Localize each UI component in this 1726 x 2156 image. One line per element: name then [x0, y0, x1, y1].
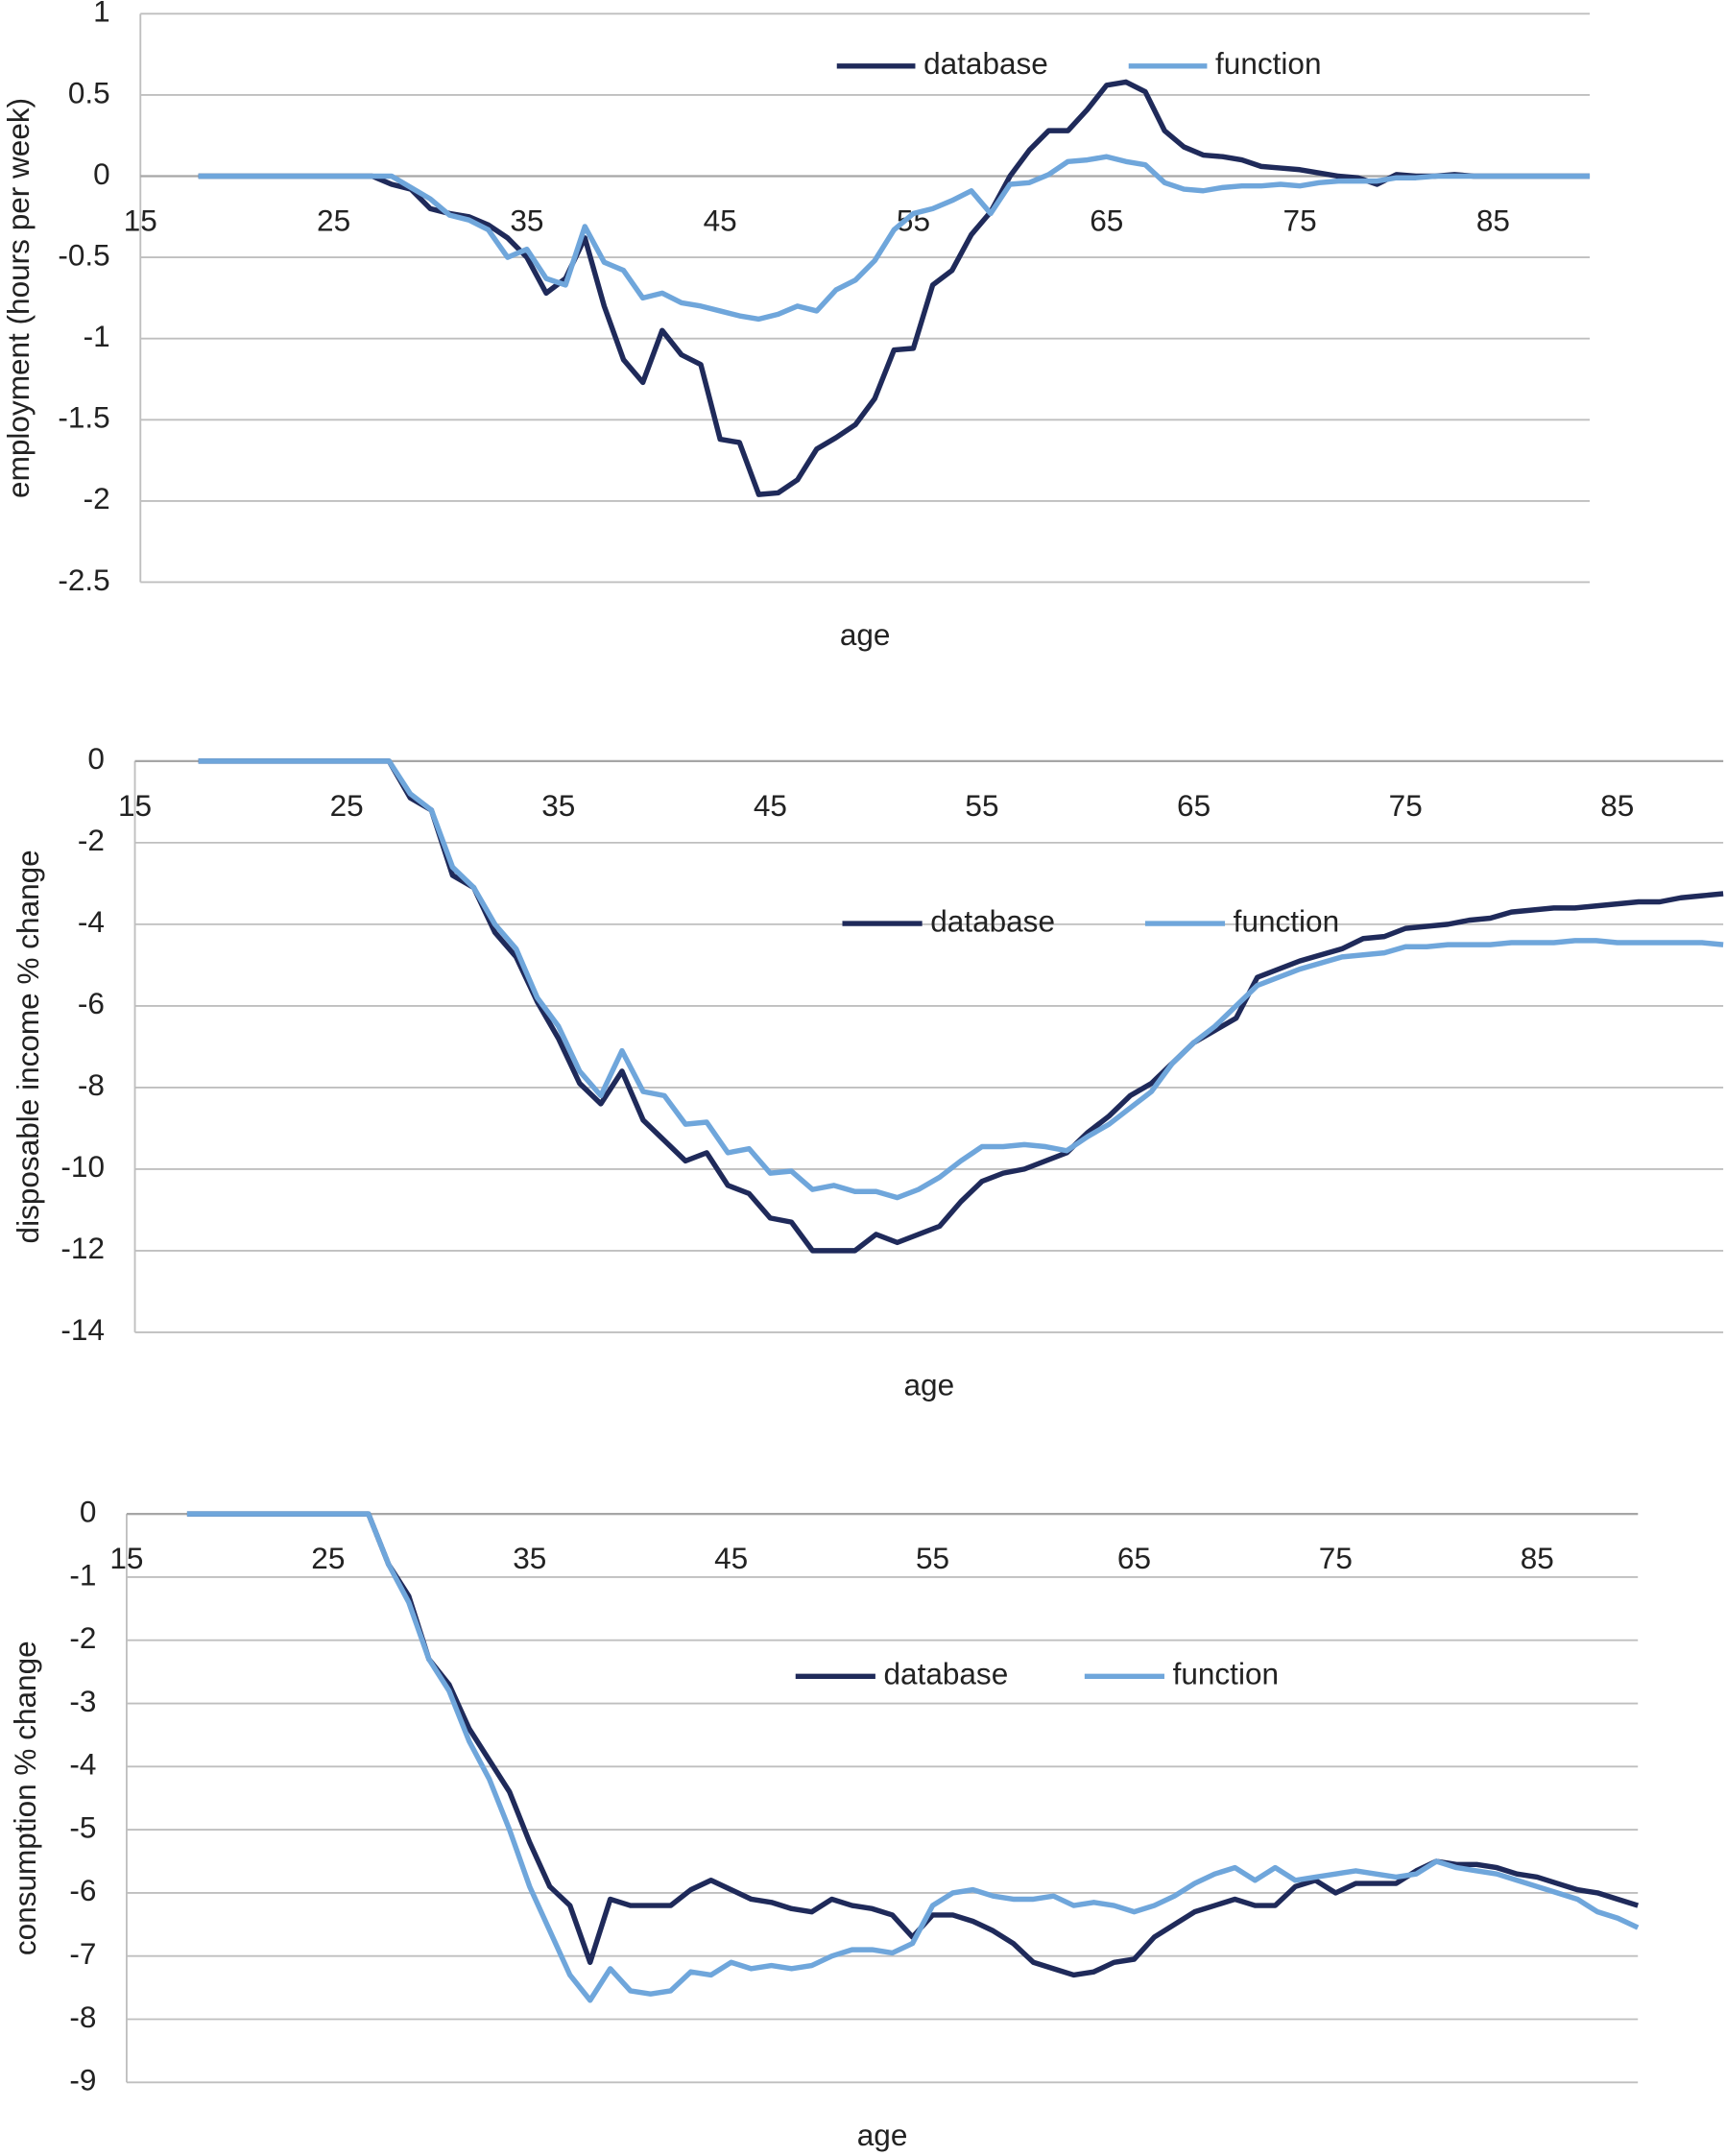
x-tick-label: 55 [965, 788, 998, 823]
y-tick-label: -4 [69, 1747, 96, 1782]
y-tick-label: -2 [69, 1620, 96, 1655]
legend-label: database [884, 1657, 1009, 1691]
x-tick-label: 65 [1117, 1541, 1151, 1575]
legend-label: function [1173, 1657, 1279, 1691]
y-tick-label: -4 [78, 904, 105, 939]
y-tick-label: -2.5 [58, 563, 109, 597]
x-tick-label: 65 [1177, 788, 1211, 823]
x-tick-label: 85 [1476, 204, 1510, 238]
x-axis-title: age [904, 1368, 955, 1402]
x-tick-label: 85 [1600, 788, 1634, 823]
y-tick-label: 0 [93, 156, 110, 191]
x-tick-label: 65 [1090, 204, 1123, 238]
y-tick-label: 0 [80, 1494, 97, 1528]
x-tick-label: 35 [513, 1541, 546, 1575]
y-tick-label: -6 [69, 1873, 96, 1907]
series-line [198, 79, 1591, 497]
y-tick-label: -9 [69, 2063, 96, 2097]
y-axis-title: consumption % change [8, 1641, 42, 1955]
x-tick-label: 15 [109, 1541, 143, 1575]
x-tick-label: 25 [317, 204, 350, 238]
y-tick-label: 0 [87, 741, 105, 776]
x-tick-label: 35 [510, 204, 543, 238]
legend-label: function [1234, 903, 1339, 938]
y-tick-label: -1 [69, 1557, 96, 1592]
y-tick-label: -12 [60, 1231, 105, 1265]
x-tick-label: 45 [704, 204, 737, 238]
series-line [198, 154, 1591, 323]
x-tick-label: 75 [1389, 788, 1423, 823]
x-tick-label: 45 [714, 1541, 748, 1575]
x-tick-label: 25 [330, 788, 364, 823]
x-tick-label: 15 [118, 788, 152, 823]
y-tick-label: 0.5 [68, 75, 110, 109]
x-tick-label: 85 [1521, 1541, 1554, 1575]
legend-label: function [1215, 46, 1321, 81]
legend-label: database [923, 46, 1048, 81]
y-tick-label: -10 [60, 1149, 105, 1184]
x-tick-label: 45 [754, 788, 787, 823]
series-line [198, 758, 1724, 1201]
y-tick-label: 1 [93, 0, 110, 29]
x-tick-label: 55 [916, 1541, 949, 1575]
x-tick-label: 75 [1283, 204, 1317, 238]
series-line [186, 1511, 1640, 1978]
y-tick-label: -3 [69, 1684, 96, 1718]
y-tick-label: -8 [69, 2000, 96, 2034]
y-tick-label: -6 [78, 986, 105, 1020]
x-axis-title: age [840, 617, 891, 652]
x-tick-label: 25 [311, 1541, 345, 1575]
x-tick-label: 35 [541, 788, 575, 823]
x-axis-title: age [857, 2118, 908, 2152]
y-axis-title: employment (hours per week) [1, 98, 36, 498]
x-tick-label: 15 [124, 204, 157, 238]
y-tick-label: -5 [69, 1809, 96, 1844]
y-axis-title: disposable income % change [11, 850, 45, 1243]
x-tick-label: 75 [1319, 1541, 1353, 1575]
y-tick-label: -1.5 [58, 400, 109, 435]
y-tick-label: -2 [84, 481, 110, 515]
y-tick-label: -0.5 [58, 237, 109, 272]
y-tick-label: -1 [84, 319, 110, 353]
y-tick-label: -7 [69, 1936, 96, 1971]
legend-label: database [930, 903, 1055, 938]
y-tick-label: -14 [60, 1312, 105, 1347]
y-tick-label: -2 [78, 823, 105, 857]
y-tick-label: -8 [78, 1067, 105, 1102]
series-line [186, 1511, 1640, 2003]
series-line [198, 758, 1724, 1254]
